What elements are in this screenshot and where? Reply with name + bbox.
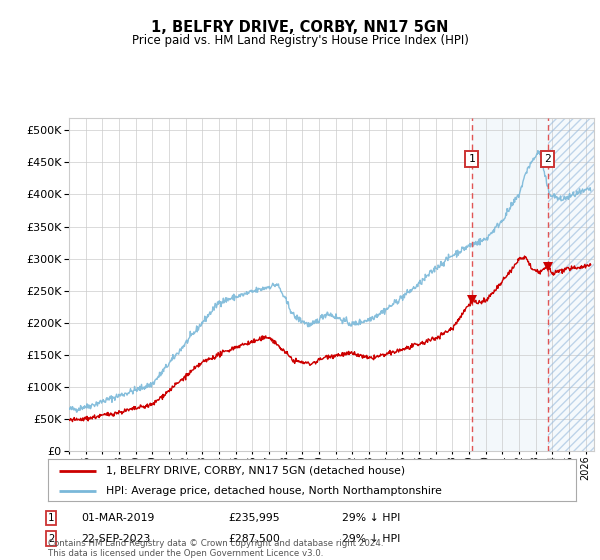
Text: 2: 2 <box>48 534 54 544</box>
Text: £235,995: £235,995 <box>228 513 280 523</box>
Text: 22-SEP-2023: 22-SEP-2023 <box>81 534 151 544</box>
Bar <box>548 118 594 451</box>
Text: 1, BELFRY DRIVE, CORBY, NN17 5GN: 1, BELFRY DRIVE, CORBY, NN17 5GN <box>151 20 449 35</box>
Text: 1: 1 <box>48 513 54 523</box>
Text: 2: 2 <box>544 154 551 164</box>
Text: 29% ↓ HPI: 29% ↓ HPI <box>342 513 400 523</box>
Text: Contains HM Land Registry data © Crown copyright and database right 2024.
This d: Contains HM Land Registry data © Crown c… <box>48 539 383 558</box>
Text: 01-MAR-2019: 01-MAR-2019 <box>81 513 154 523</box>
Text: HPI: Average price, detached house, North Northamptonshire: HPI: Average price, detached house, Nort… <box>106 486 442 496</box>
Text: 1, BELFRY DRIVE, CORBY, NN17 5GN (detached house): 1, BELFRY DRIVE, CORBY, NN17 5GN (detach… <box>106 465 405 475</box>
Text: £287,500: £287,500 <box>228 534 280 544</box>
Text: 1: 1 <box>469 154 475 164</box>
Text: 29% ↓ HPI: 29% ↓ HPI <box>342 534 400 544</box>
Bar <box>472 118 548 451</box>
Bar <box>548 118 594 451</box>
Text: Price paid vs. HM Land Registry's House Price Index (HPI): Price paid vs. HM Land Registry's House … <box>131 34 469 46</box>
